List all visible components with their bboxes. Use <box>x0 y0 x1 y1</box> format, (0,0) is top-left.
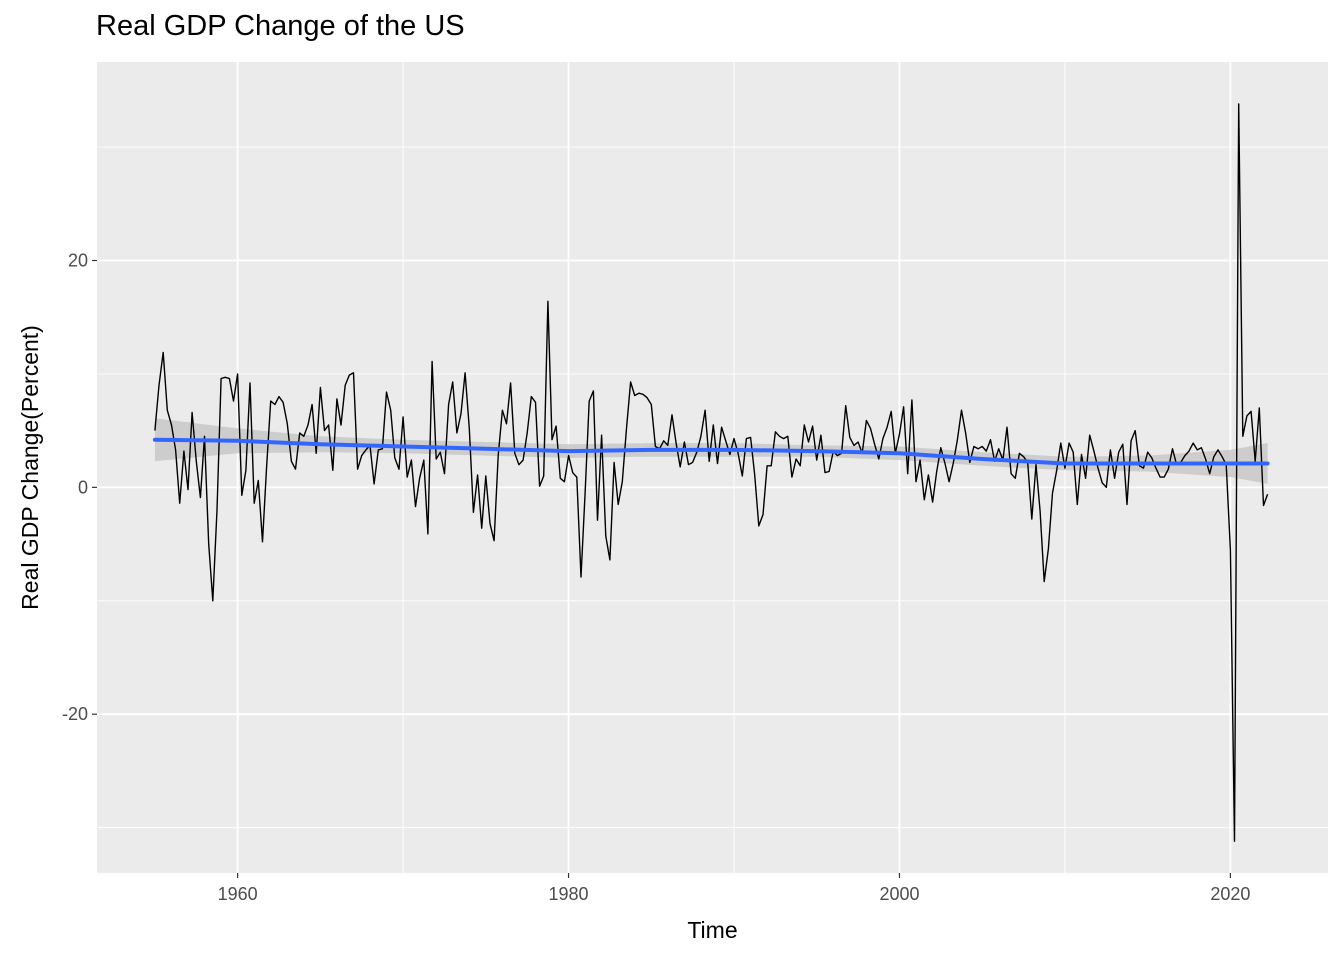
gdp-change-line <box>154 103 1269 842</box>
y-axis-title: Real GDP Change(Percent) <box>17 325 43 610</box>
chart-title: Real GDP Change of the US <box>96 10 465 42</box>
y-tick-label: -20 <box>62 704 88 724</box>
y-tick-label: 20 <box>68 250 88 270</box>
y-tick-label: 0 <box>78 477 88 497</box>
x-tick-label: 1960 <box>218 884 258 904</box>
x-tick-label: 2000 <box>879 884 919 904</box>
trend-line <box>152 437 1270 466</box>
axis-ticks: 1960 1980 2000 2020 -20 0 20 <box>62 250 1250 904</box>
x-tick-label: 2020 <box>1210 884 1250 904</box>
x-axis-title: Time <box>687 917 737 943</box>
series-layer <box>152 103 1270 842</box>
x-tick-label: 1980 <box>549 884 589 904</box>
